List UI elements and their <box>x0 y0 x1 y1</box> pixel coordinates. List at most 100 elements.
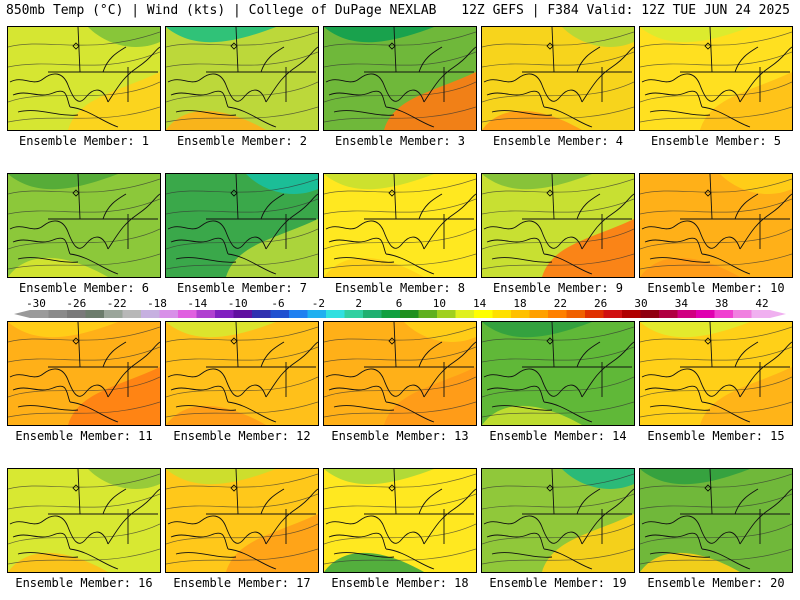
map-boundary-line <box>739 46 792 103</box>
ensemble-panel <box>323 26 477 131</box>
ensemble-panel <box>323 173 477 278</box>
cool-region <box>324 174 434 190</box>
temperature-map <box>324 27 476 130</box>
map-boundary-line <box>739 488 792 545</box>
cool-region <box>404 322 476 342</box>
wind-contour-line <box>640 228 792 250</box>
warm-region <box>166 405 266 425</box>
colorbar-swatch <box>159 310 179 318</box>
ensemble-member-label: Ensemble Member: 9 <box>492 281 624 295</box>
colorbar-swatch <box>677 310 697 318</box>
map-boundary-line <box>235 469 239 515</box>
map-boundary-line <box>265 341 318 398</box>
map-boundary-line <box>12 532 71 550</box>
location-marker-icon <box>230 484 238 492</box>
map-boundary-line <box>543 401 593 423</box>
map-boundary-line <box>17 257 79 263</box>
warm-region <box>640 552 740 572</box>
map-boundary-line <box>486 532 545 550</box>
map-boundary-line <box>12 90 71 108</box>
map-boundary-line <box>709 322 713 368</box>
map-boundary-line <box>235 322 239 368</box>
map-boundary-line <box>644 385 703 403</box>
location-marker-icon <box>546 484 554 492</box>
map-boundary-line <box>17 405 79 411</box>
ensemble-member-label: Ensemble Member: 15 <box>647 429 785 443</box>
temperature-map <box>482 174 634 277</box>
location-marker-icon <box>72 189 80 197</box>
wind-contour-line <box>8 326 160 343</box>
map-boundary-line <box>649 552 711 558</box>
colorbar-tick-label: -26 <box>66 297 87 310</box>
colorbar-swatch <box>104 310 123 318</box>
colorbar-tick-label: -2 <box>311 297 325 310</box>
wind-contour-line <box>8 376 160 398</box>
wind-contour-line <box>482 326 634 343</box>
temperature-map <box>166 174 318 277</box>
cool-region <box>640 27 750 43</box>
ensemble-panel <box>165 173 319 278</box>
map-boundary-line <box>333 257 395 263</box>
map-boundary-line <box>227 106 277 128</box>
ensemble-panel <box>639 173 793 278</box>
ensemble-member-label: Ensemble Member: 3 <box>334 134 466 148</box>
map-boundary-line <box>709 27 713 73</box>
temperature-colorbar <box>14 310 786 318</box>
map-boundary-line <box>175 257 237 263</box>
cool-region <box>640 322 750 338</box>
map-boundary-line <box>107 488 160 545</box>
cool-region <box>88 469 160 489</box>
map-boundary-line <box>17 552 79 558</box>
map-boundary-line <box>227 401 277 423</box>
wind-contour-line <box>166 376 318 398</box>
location-marker-icon <box>704 42 712 50</box>
map-boundary-line <box>167 220 267 250</box>
map-boundary-line <box>9 368 109 398</box>
wind-contour-line <box>482 178 634 195</box>
map-boundary-line <box>423 341 476 398</box>
ensemble-member-label: Ensemble Member: 5 <box>650 134 782 148</box>
map-boundary-line <box>393 322 397 368</box>
map-boundary-line <box>644 532 703 550</box>
wind-contour-line <box>482 473 634 490</box>
location-marker-icon <box>704 189 712 197</box>
cool-region <box>8 174 118 190</box>
map-boundary-line <box>167 515 267 545</box>
map-boundary-line <box>69 401 119 423</box>
map-boundary-line <box>227 548 277 570</box>
temperature-map <box>482 322 634 425</box>
cool-region <box>324 27 434 43</box>
colorbar-swatch <box>455 310 475 318</box>
cool-region <box>562 27 634 47</box>
colorbar-swatch <box>640 310 660 318</box>
wind-contour-line <box>482 228 634 250</box>
cool-region <box>324 469 434 485</box>
map-boundary-line <box>418 488 443 515</box>
map-boundary-line <box>227 253 277 275</box>
colorbar-arrow-right <box>770 310 786 318</box>
wind-contour-line <box>324 473 476 490</box>
temperature-map <box>324 322 476 425</box>
map-boundary-line <box>333 405 395 411</box>
run-info: 12Z GEFS | F384 Valid: 12Z TUE JUN 24 20… <box>461 3 790 18</box>
map-boundary-line <box>709 174 713 220</box>
ensemble-member-label: Ensemble Member: 14 <box>489 429 627 443</box>
colorbar-swatch <box>418 310 438 318</box>
ensemble-panel <box>7 321 161 426</box>
wind-contour-line <box>166 326 318 343</box>
colorbar-swatch <box>751 310 771 318</box>
map-boundary-line <box>170 90 229 108</box>
map-boundary-line <box>260 46 285 73</box>
map-boundary-line <box>641 515 741 545</box>
wind-contour-line <box>8 106 160 123</box>
map-boundary-line <box>265 46 318 103</box>
map-boundary-line <box>486 237 545 255</box>
cool-region <box>166 27 276 43</box>
colorbar-swatch <box>548 310 567 318</box>
map-boundary-line <box>69 106 119 128</box>
warm-region <box>324 552 424 572</box>
map-boundary-line <box>265 193 318 250</box>
colorbar-swatch <box>270 310 290 318</box>
wind-contour-line <box>166 106 318 123</box>
colorbar-tick-label: -14 <box>187 297 208 310</box>
